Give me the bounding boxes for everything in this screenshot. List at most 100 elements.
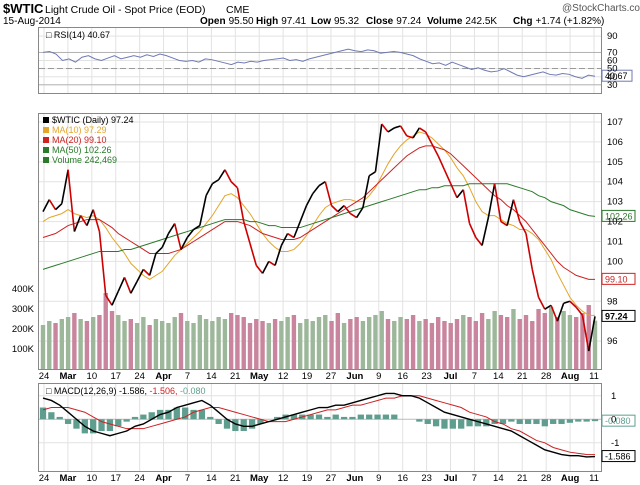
volume-bar <box>341 323 347 369</box>
volume-bar <box>448 323 453 369</box>
price-segment <box>418 127 427 133</box>
volume-bar <box>116 315 121 369</box>
price-segment <box>462 189 471 224</box>
volume-bar <box>172 317 177 369</box>
volume-bar <box>90 317 96 369</box>
x-tick-label: 19 <box>302 473 313 484</box>
volume-bar <box>216 317 221 369</box>
price-legend-item: Volume 242,469 <box>52 155 117 165</box>
price-segment <box>161 233 170 248</box>
volume-bar <box>404 319 410 369</box>
price-segment <box>581 315 590 352</box>
macd-histogram-bar <box>115 419 122 427</box>
rsi-tick-label: 70 <box>607 47 618 58</box>
price-tick-label: 103 <box>607 197 623 208</box>
macd-line <box>42 392 596 458</box>
chart-header: $WTIC Light Crude Oil - Spot Price (EOD)… <box>3 1 640 27</box>
macd-histogram-bar <box>340 416 348 420</box>
x-tick-label: 14 <box>206 473 217 484</box>
volume-tick-label: 100K <box>12 344 35 355</box>
volume-bar <box>323 315 328 369</box>
macd-last-value-box <box>601 414 636 427</box>
price-segment <box>437 155 446 171</box>
price-segment <box>205 183 214 197</box>
ohlc-volume: Volume 242.5K <box>427 16 497 27</box>
price-segment <box>506 199 515 226</box>
volume-bar <box>523 315 529 369</box>
x-tick-label: 7 <box>472 473 477 484</box>
price-last-value: 97.24 <box>605 311 628 321</box>
price-segment <box>337 205 345 213</box>
macd-histogram-bar <box>332 414 339 420</box>
x-tick-label: May <box>250 473 269 484</box>
volume-bar <box>335 313 341 369</box>
price-tick-label: 101 <box>607 237 623 248</box>
rsi-last-value-box <box>601 69 633 82</box>
macd-histogram-bar <box>566 419 574 423</box>
volume-bar <box>78 319 83 369</box>
rsi-line <box>42 48 596 79</box>
x-tick-label: Mar <box>59 473 76 484</box>
volume-bar <box>385 319 391 369</box>
volume-bar <box>360 321 366 369</box>
price-segment <box>180 237 188 250</box>
price-segment <box>343 205 351 215</box>
x-tick-label: 21 <box>517 473 528 484</box>
price-segment <box>230 181 239 189</box>
volume-bar <box>266 323 272 369</box>
price-segment <box>261 261 270 274</box>
volume-bar <box>592 320 598 369</box>
x-tick-label: 14 <box>206 371 217 382</box>
price-legend-item: $WTIC (Daily) 97.24 <box>52 115 134 125</box>
volume-bar <box>486 319 491 369</box>
volume-bar <box>329 321 334 369</box>
volume-bar <box>567 315 573 369</box>
ma-line-ma10 <box>42 131 596 316</box>
x-tick-label: 27 <box>326 473 337 484</box>
macd-last-value: -1.586 <box>605 452 631 462</box>
volume-bar <box>153 319 159 369</box>
price-segment <box>193 224 201 231</box>
volume-bar <box>348 319 353 369</box>
price-segment <box>406 135 414 139</box>
volume-bar <box>423 319 428 369</box>
price-segment <box>61 169 69 204</box>
price-tick-label: 107 <box>607 117 623 128</box>
volume-bar <box>373 315 378 369</box>
price-last-value: 99.10 <box>605 274 628 284</box>
volume-bar <box>511 309 516 369</box>
volume-bar <box>291 315 297 369</box>
x-tick-label: 17 <box>110 371 121 382</box>
macd-histogram-bar <box>357 414 364 420</box>
macd-histogram-bar <box>499 419 507 424</box>
price-segment <box>368 171 376 177</box>
price-segment <box>544 304 552 310</box>
stockcharts-logo: @StockCharts.com <box>562 3 640 14</box>
price-segment <box>255 264 264 274</box>
price-segment <box>387 127 395 133</box>
volume-tick-label: 400K <box>12 284 35 295</box>
macd-last-value-box <box>601 450 636 463</box>
price-segment <box>324 181 333 206</box>
macd-last-value: -0.080 <box>605 416 631 426</box>
x-tick-label: 21 <box>230 371 241 382</box>
macd-tick-label: -1 <box>611 438 619 449</box>
price-segment <box>381 123 389 133</box>
volume-bar <box>72 313 77 369</box>
volume-bar <box>586 305 591 369</box>
price-segment <box>456 189 464 199</box>
x-tick-label: 21 <box>230 473 241 484</box>
volume-bar <box>241 317 246 369</box>
volume-bar <box>530 321 535 369</box>
price-segment <box>224 169 232 183</box>
price-legend-item: MA(50) 102.26 <box>52 145 112 155</box>
volume-bar <box>580 313 585 369</box>
volume-bar <box>398 317 403 369</box>
volume-bar <box>166 323 171 369</box>
x-tick-label: 7 <box>185 473 190 484</box>
price-segment <box>199 195 207 226</box>
price-segment <box>148 253 157 276</box>
price-segment <box>550 304 559 322</box>
